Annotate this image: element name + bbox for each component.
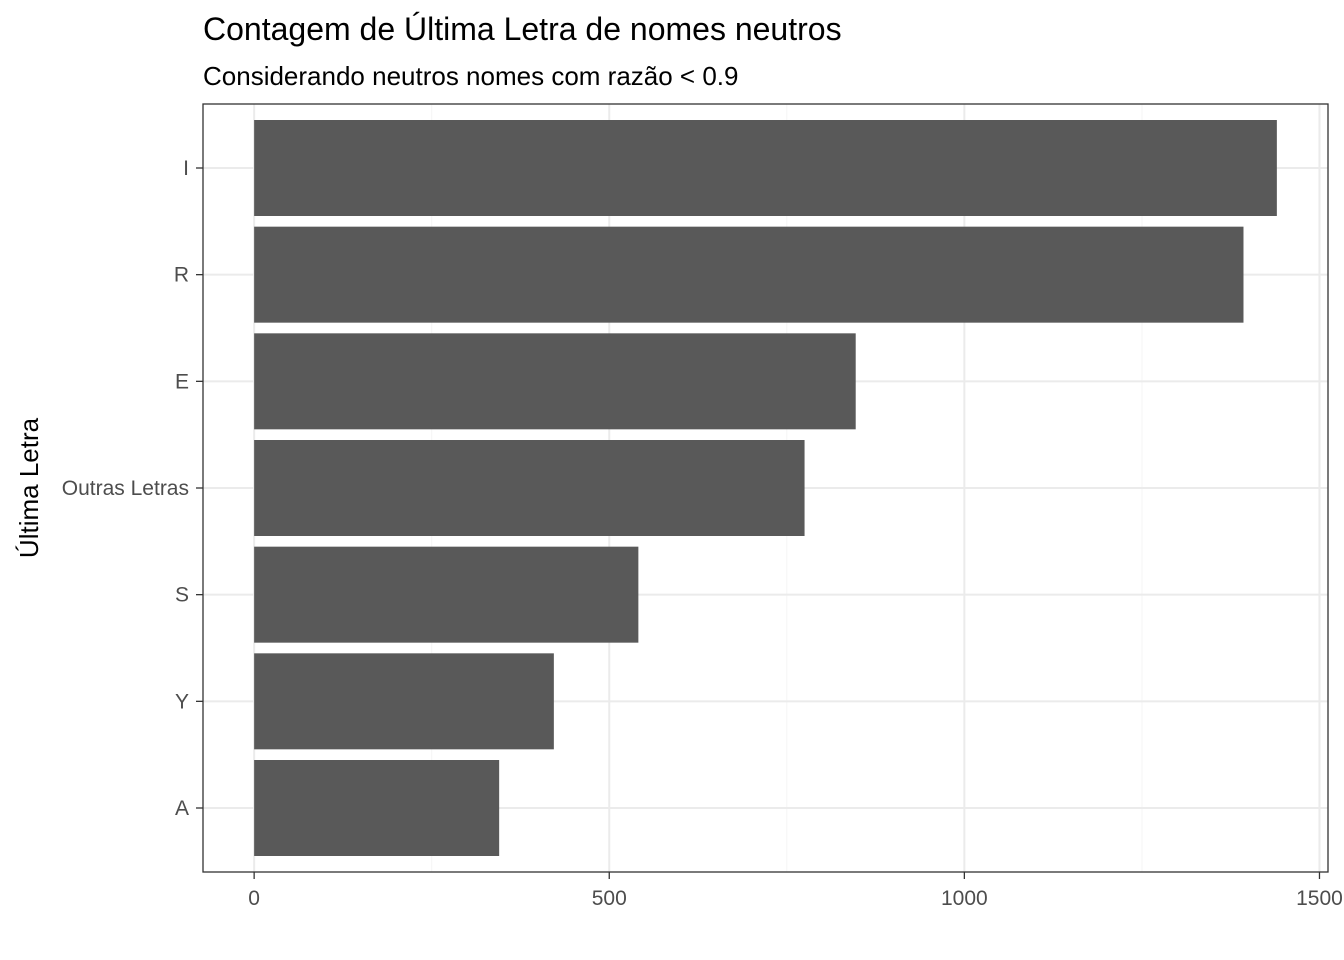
- y-tick-label: A: [175, 797, 189, 820]
- x-tick-label: 500: [592, 887, 627, 910]
- chart-title: Contagem de Última Letra de nomes neutro…: [203, 11, 842, 47]
- bars: [254, 120, 1277, 856]
- y-axis-title: Última Letra: [14, 417, 44, 558]
- y-tick-label: R: [174, 264, 189, 287]
- bar-outras-letras: [254, 440, 805, 536]
- x-tick-label: 1500: [1296, 887, 1343, 910]
- y-tick-label: I: [183, 157, 189, 180]
- axis-ticks: I R E Outras Letras S Y A 0 500 1000 1500: [62, 157, 1343, 910]
- y-tick-label: Y: [175, 690, 189, 713]
- y-tick-label: E: [175, 370, 189, 393]
- x-tick-label: 1000: [941, 887, 988, 910]
- bar-r: [254, 226, 1244, 323]
- y-tick-label: Outras Letras: [62, 477, 189, 500]
- bar-i: [254, 120, 1277, 216]
- bar-e: [254, 333, 856, 430]
- bar-s: [254, 546, 639, 643]
- chart-subtitle: Considerando neutros nomes com razão < 0…: [203, 61, 738, 91]
- x-tick-label: 0: [248, 887, 260, 910]
- bar-a: [254, 760, 500, 856]
- bar-y: [254, 653, 554, 750]
- y-tick-label: S: [175, 584, 189, 607]
